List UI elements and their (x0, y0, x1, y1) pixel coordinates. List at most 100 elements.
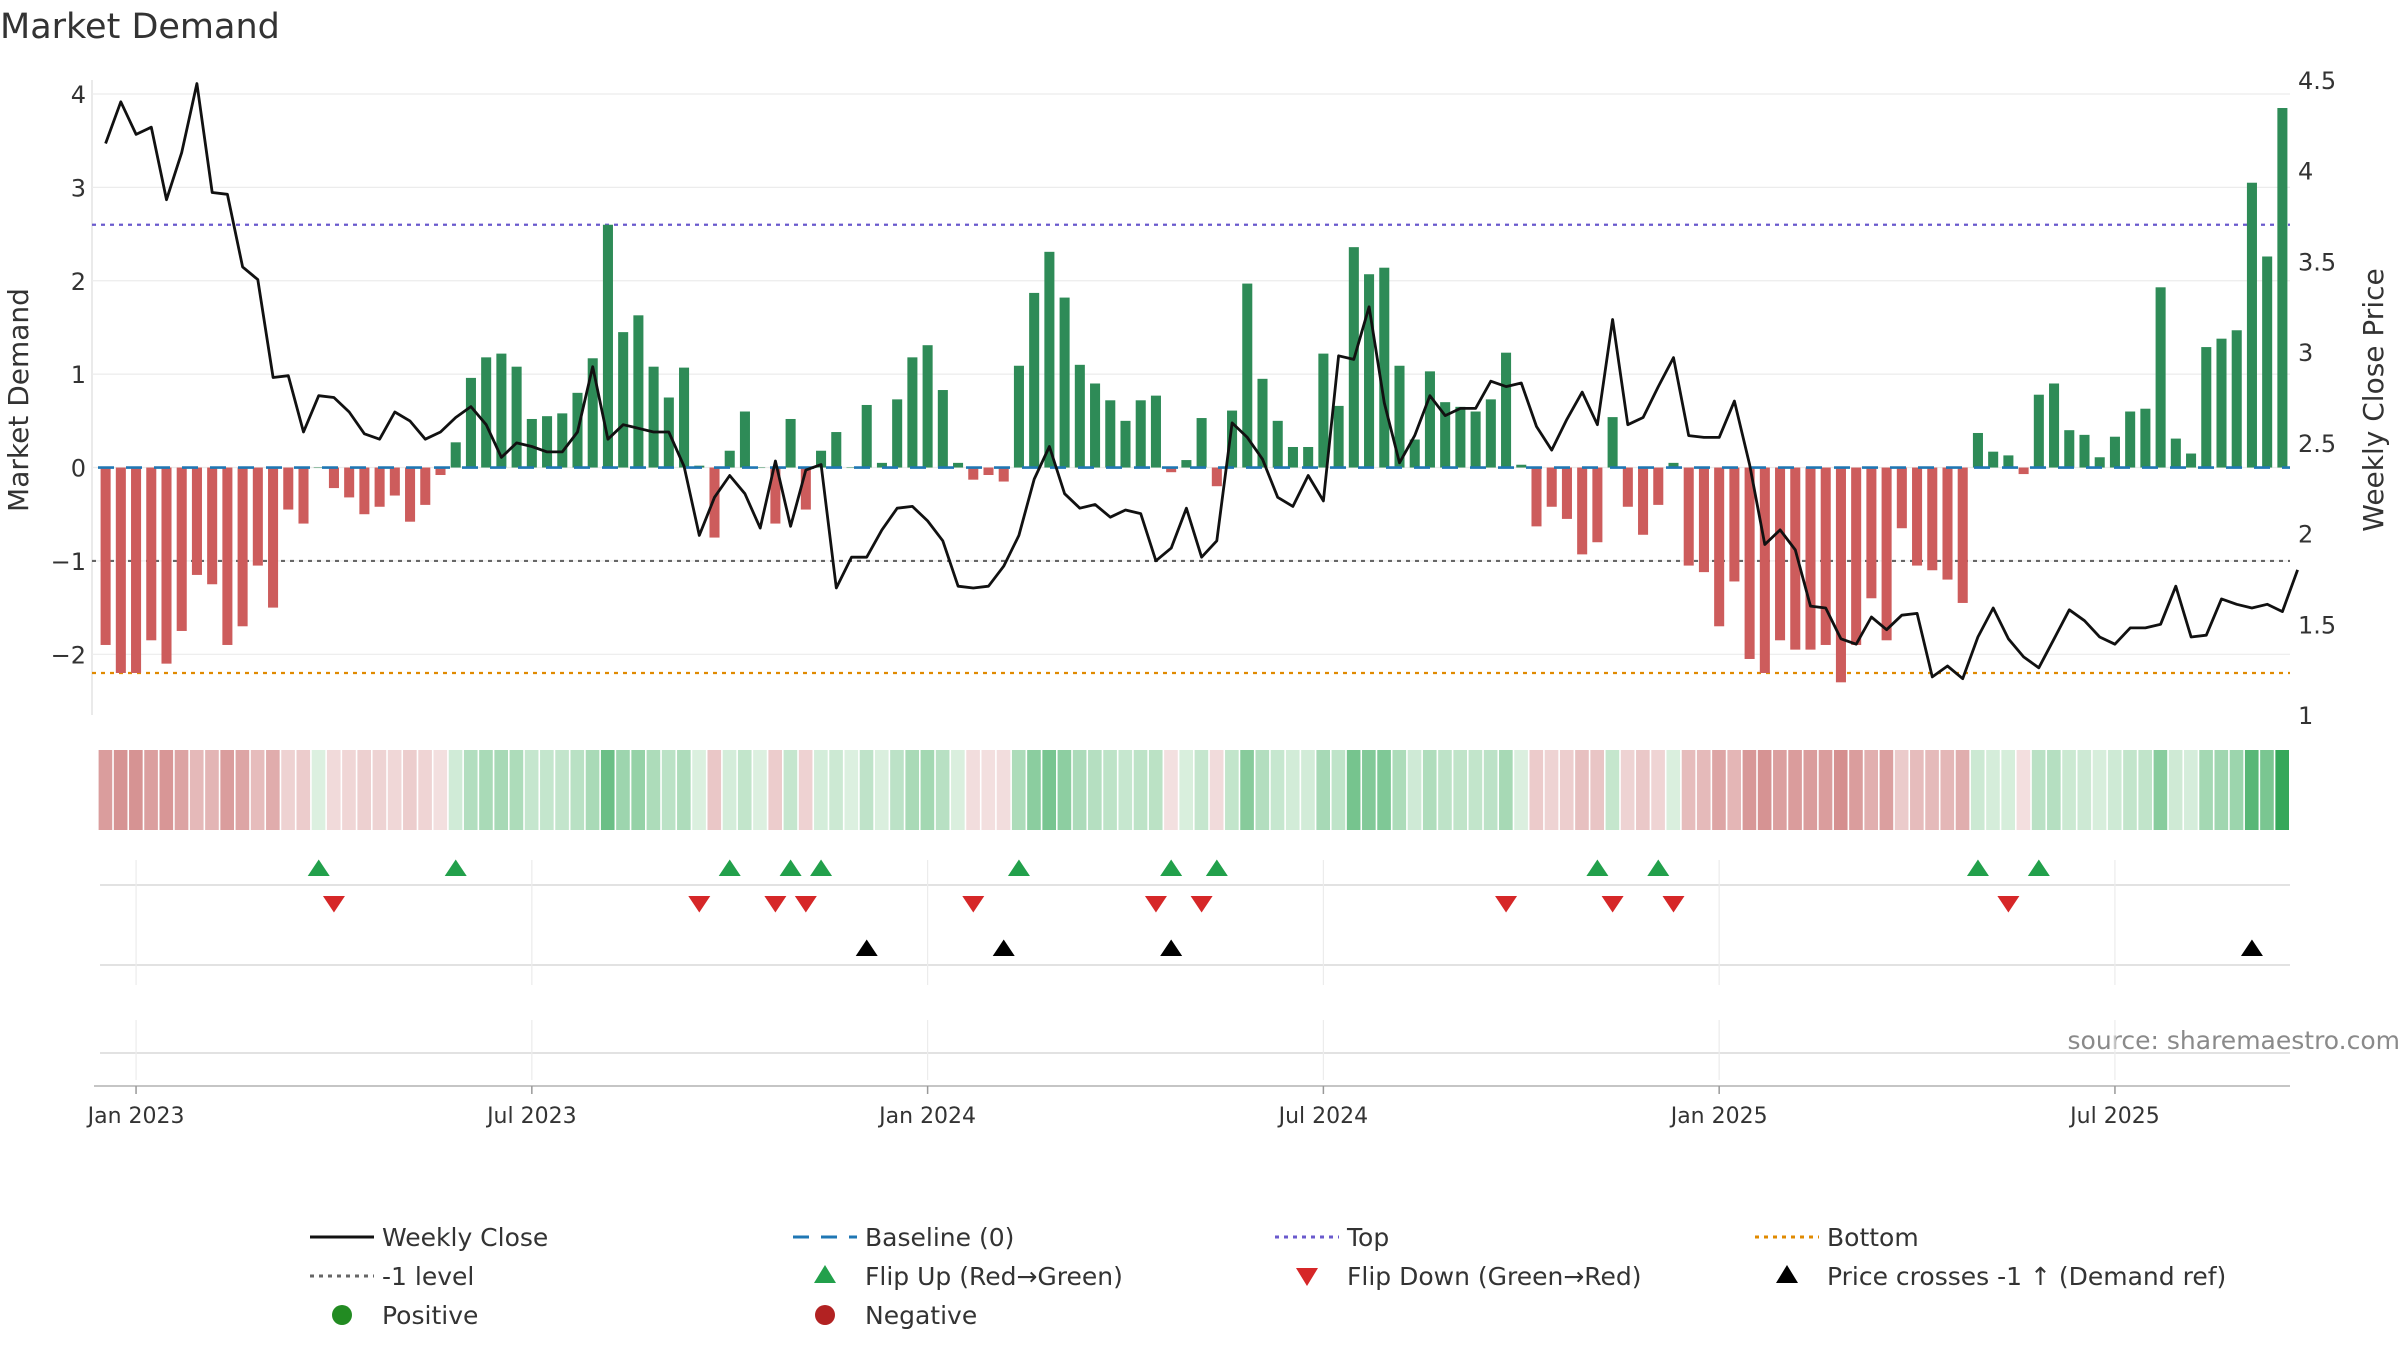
demand-bar (2246, 182, 2257, 468)
heat-strip-cell (479, 750, 493, 830)
heat-strip-cell (844, 750, 859, 830)
demand-bar (2079, 434, 2090, 468)
heat-strip-cell (1727, 750, 1741, 830)
demand-bar (557, 413, 568, 468)
heat-strip-cell (2062, 750, 2076, 830)
heat-strip-cell (144, 750, 158, 830)
heat-strip-cell (418, 750, 432, 830)
heat-strip-cell (1925, 750, 1939, 830)
demand-bar (1211, 467, 1222, 487)
heat-strip-cell (646, 750, 661, 830)
demand-bar (1866, 467, 1877, 599)
legend-swatch-triangle-up (814, 1265, 836, 1283)
heat-strip-cell (2047, 750, 2061, 830)
heat-strip-cell (1088, 750, 1102, 830)
demand-bar (1851, 467, 1862, 645)
x-tick-label: Jan 2024 (877, 1104, 976, 1129)
demand-bar (328, 467, 339, 489)
flip-down-marker (1601, 896, 1624, 913)
demand-bar (1059, 297, 1070, 468)
heat-strip-cell (1133, 750, 1148, 830)
y-axis-label-left: Market Demand (2, 288, 35, 512)
demand-bar (2049, 383, 2060, 468)
heat-strip-cell (2184, 750, 2198, 830)
heat-strip-cell (783, 750, 798, 830)
demand-bar (648, 366, 659, 468)
heat-strip-cell (2168, 750, 2183, 830)
demand-bar (2216, 338, 2227, 468)
heat-strip-cell (174, 750, 189, 830)
heat-strip-cell (2138, 750, 2152, 830)
demand-bar (1607, 417, 1618, 468)
heat-strip-cell (829, 750, 843, 830)
heat-strip-cell (189, 750, 204, 830)
demand-bar (389, 467, 400, 496)
demand-bar (1531, 467, 1542, 527)
demand-bar (1333, 405, 1344, 468)
heat-strip-cell (2153, 750, 2168, 830)
heat-strip-cell (159, 750, 174, 830)
demand-bar (450, 442, 461, 468)
heat-strip-cell (129, 750, 143, 830)
y-axis-label-right: Weekly Close Price (2357, 268, 2390, 531)
legend-label: Price crosses -1 ↑ (Demand ref) (1827, 1262, 2226, 1291)
heat-strip-cell (1955, 750, 1970, 830)
heat-strip-cell (1529, 750, 1544, 830)
flip-down-marker (794, 896, 817, 913)
demand-bar (1318, 353, 1329, 468)
demand-bar (2231, 330, 2242, 468)
demand-bar (1653, 467, 1664, 505)
legend-item: Weekly Close (310, 1223, 548, 1252)
demand-bar (542, 416, 553, 468)
heat-strip-cell (1118, 750, 1133, 830)
heat-strip-cell (1712, 750, 1726, 830)
heat-strip-cell (677, 750, 691, 830)
legend-item: Price crosses -1 ↑ (Demand ref) (1776, 1262, 2226, 1291)
demand-bar (1105, 400, 1116, 468)
demand-bar (1287, 446, 1298, 468)
heat-strip-cell (2092, 750, 2107, 830)
demand-bar (1896, 467, 1907, 529)
flip-down-marker (764, 896, 787, 913)
demand-bar (937, 390, 948, 468)
demand-bar (1166, 467, 1177, 473)
heat-strip-cell (905, 750, 919, 830)
demand-bar (922, 345, 933, 468)
heat-strip-cell (1742, 750, 1757, 830)
heat-strip-cell (2077, 750, 2092, 830)
demand-bar (679, 367, 690, 468)
demand-bar (237, 467, 248, 627)
demand-bar (907, 357, 918, 468)
price-cross-marker (855, 939, 878, 956)
demand-bar (511, 366, 522, 468)
demand-bar (2155, 287, 2166, 468)
heat-strip-cell (1316, 750, 1330, 830)
heat-strip-cell (1438, 750, 1452, 830)
heat-strip-cell (814, 750, 828, 830)
demand-bar (1242, 283, 1253, 468)
heat-strip-cell (1605, 750, 1620, 830)
demand-bar (1805, 467, 1816, 650)
demand-bar (1424, 371, 1435, 468)
demand-bar (1577, 467, 1588, 555)
legend-label: Flip Up (Red→Green) (865, 1262, 1123, 1291)
heat-strip-cell (1392, 750, 1407, 830)
demand-bar (587, 358, 598, 468)
legend-swatch-triangle-up (1776, 1265, 1798, 1283)
legend-label: Weekly Close (382, 1223, 548, 1252)
flip-up-marker (1647, 859, 1670, 876)
heat-strip-cell (981, 750, 996, 830)
heat-strip-cell (1894, 750, 1909, 830)
demand-bar (131, 467, 142, 673)
heat-strip-cell (2001, 750, 2015, 830)
y-tick-label-left: 2 (71, 268, 86, 296)
heat-strip-cell (1696, 750, 1711, 830)
legend-swatch-circle (332, 1305, 352, 1325)
heat-strip-cell (1514, 750, 1528, 830)
heat-strip-cell (2016, 750, 2031, 830)
demand-bar (2201, 347, 2212, 468)
demand-bar (252, 467, 263, 566)
demand-bar (892, 399, 903, 468)
heat-strip-cell (1666, 750, 1681, 830)
demand-bar (831, 432, 842, 468)
